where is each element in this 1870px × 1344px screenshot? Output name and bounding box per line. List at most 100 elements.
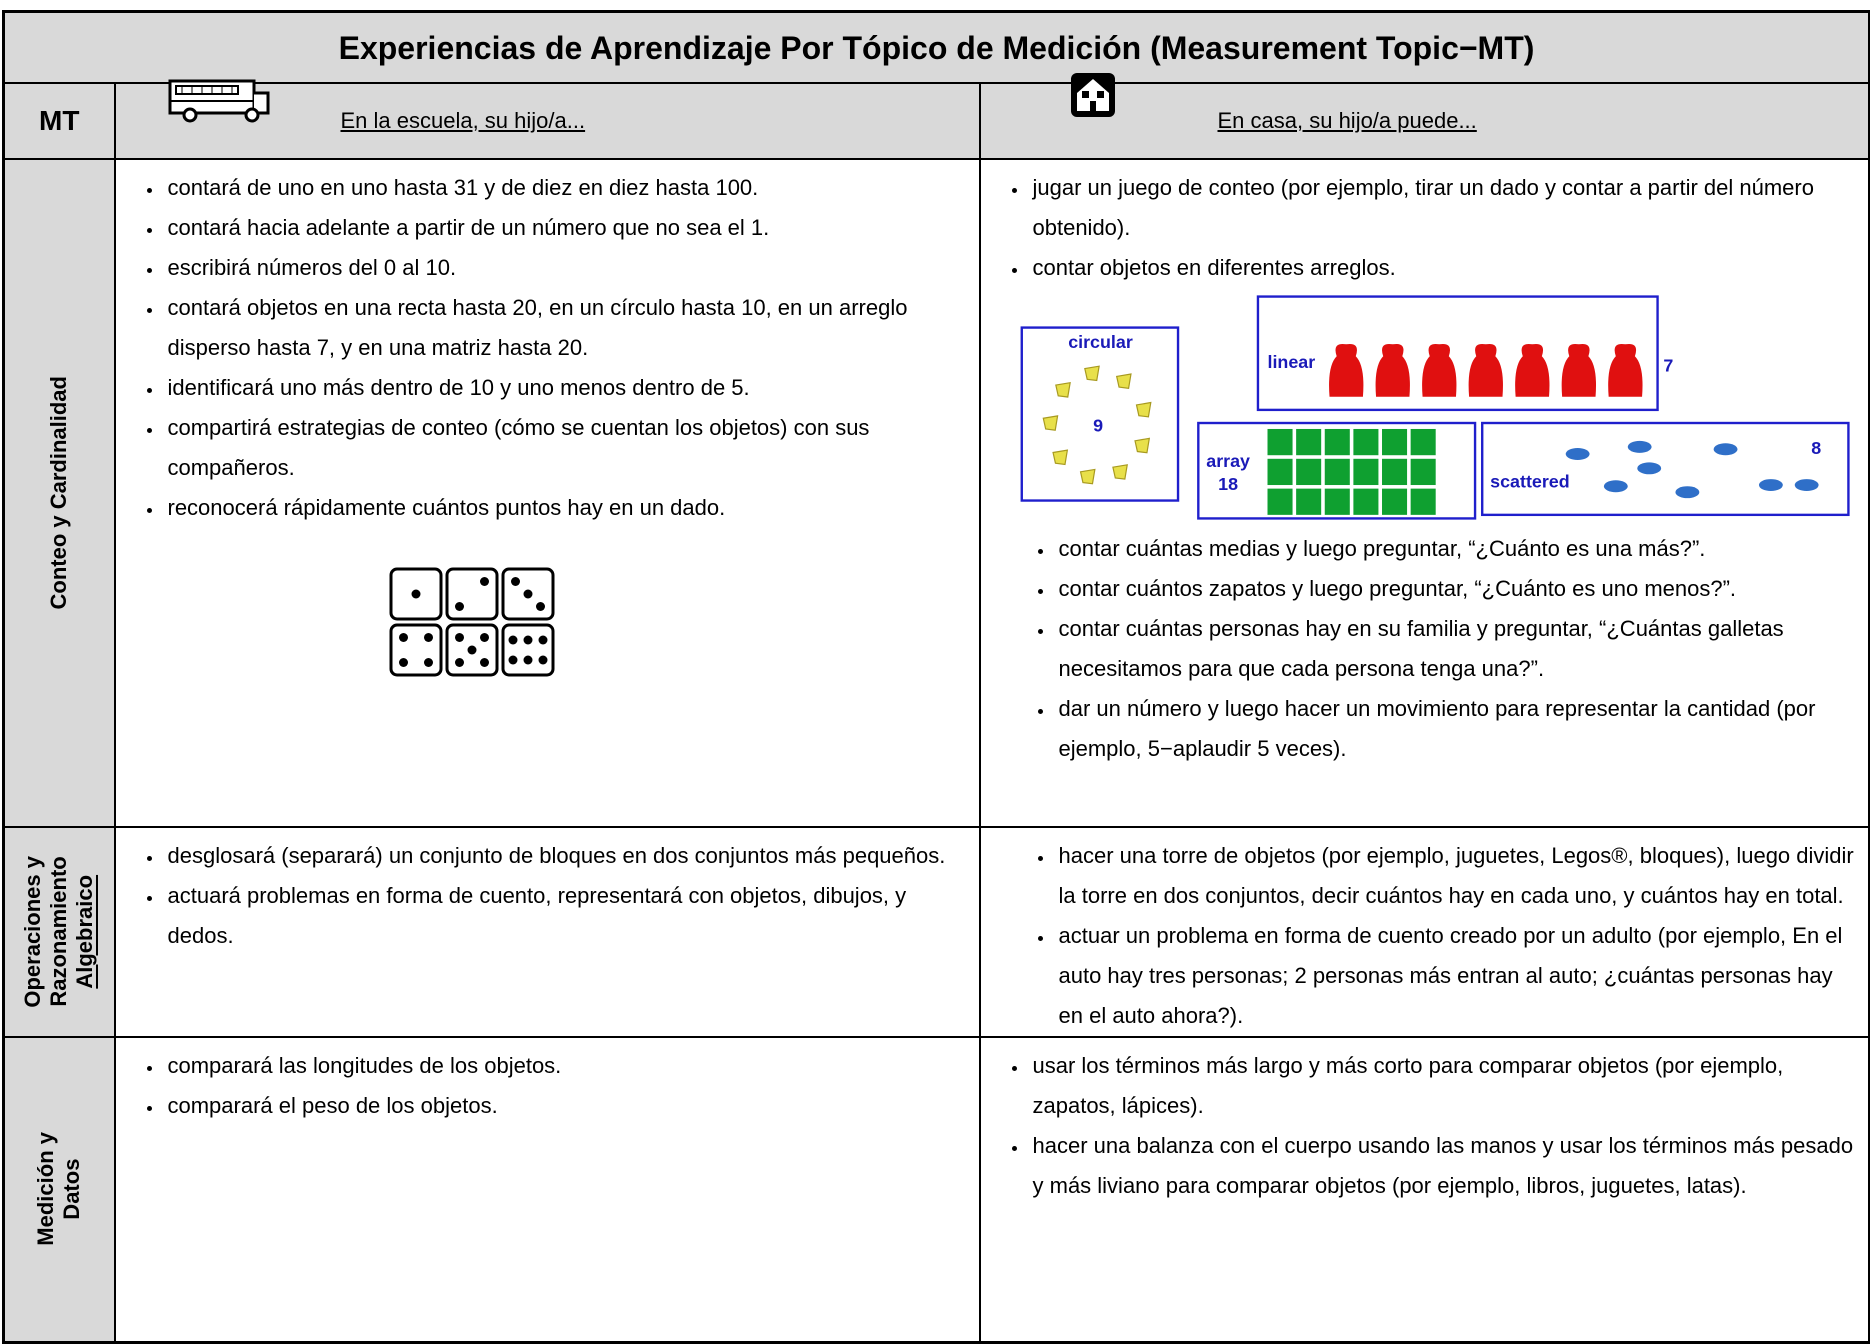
home-item: contar cuántos zapatos y luego preguntar… (1055, 569, 1859, 609)
home-cell: hacer una torre de objetos (por ejemplo,… (978, 826, 1870, 1038)
figure-object (1381, 458, 1407, 486)
figure-object (1328, 343, 1363, 397)
figure-object (1758, 479, 1783, 491)
figure-object (1324, 458, 1350, 486)
figure-object (1561, 343, 1596, 397)
figure-object (1054, 381, 1071, 398)
figure-box (1480, 421, 1850, 517)
school-item: identificará uno más dentro de 10 y uno … (164, 368, 969, 408)
figure-object (1051, 449, 1068, 466)
figure-object (1324, 488, 1350, 515)
figure-object (1352, 428, 1378, 456)
die-pip (398, 633, 408, 642)
figure-object (1381, 428, 1407, 456)
topic-table: Experiencias de Aprendizaje Por Tópico d… (2, 10, 1870, 1344)
die-pip (479, 633, 489, 642)
figure-label: linear (1267, 352, 1315, 372)
row-label: Medición y Datos (2, 1036, 116, 1343)
die-pip (479, 577, 489, 586)
house-icon (1070, 73, 1115, 117)
home-item: jugar un juego de conteo (por ejemplo, t… (1029, 168, 1859, 248)
bus-icon (168, 79, 269, 123)
home-cell: jugar un juego de conteo (por ejemplo, t… (978, 158, 1870, 828)
row-label-line: Algebraico (72, 875, 98, 989)
home-item: contar cuántas medias y luego preguntar,… (1055, 529, 1859, 569)
figure-object (1352, 458, 1378, 486)
figure-label: 7 (1663, 356, 1673, 376)
figure-object (1115, 373, 1132, 389)
school-item: compartirá estrategias de conteo (cómo s… (164, 408, 969, 488)
die-pip (510, 577, 520, 586)
die-pip (538, 635, 547, 645)
school-item: contará objetos en una recta hasta 20, e… (164, 288, 969, 368)
figure-object (1375, 343, 1410, 397)
figure-object (1295, 428, 1321, 456)
figure-object (1565, 448, 1590, 460)
figure-object (1607, 343, 1643, 397)
row-label: Conteo y Cardinalidad (2, 158, 116, 828)
table-title: Experiencias de Aprendizaje Por Tópico d… (2, 10, 1870, 84)
home-item: hacer una balanza con el cuerpo usando l… (1029, 1126, 1859, 1206)
die-pip (479, 658, 489, 667)
school-item: reconocerá rápidamente cuántos puntos ha… (164, 488, 969, 528)
die-pip (454, 633, 464, 642)
figure-label: circular (1068, 332, 1133, 352)
die (389, 623, 442, 677)
row-label-line: Razonamiento (46, 856, 72, 1008)
figure-object (1794, 479, 1819, 491)
die-pip (523, 635, 532, 645)
die-pip (454, 658, 464, 667)
figure-object (1042, 415, 1058, 431)
home-item: contar objetos en diferentes arreglos. (1029, 248, 1859, 288)
dice-image (389, 567, 554, 677)
school-cell: contará de uno en uno hasta 31 y de diez… (113, 158, 981, 828)
die-pip (538, 655, 547, 665)
home-item: usar los términos más largo y más corto … (1029, 1046, 1859, 1126)
school-item: comparará el peso de los objetos. (164, 1086, 969, 1126)
school-item: desglosará (separará) un conjunto de blo… (164, 836, 969, 876)
school-item: contará de uno en uno hasta 31 y de diez… (164, 168, 969, 208)
die-pip (508, 655, 517, 665)
die (501, 623, 554, 677)
figure-label: scattered (1490, 471, 1570, 491)
figure-box (1256, 295, 1659, 412)
figure-object (1421, 343, 1456, 397)
figure-object (1674, 486, 1699, 499)
die-pip (523, 655, 532, 665)
school-item: comparará las longitudes de los objetos. (164, 1046, 969, 1086)
figure-object (1324, 428, 1350, 456)
figure-label: 9 (1093, 415, 1103, 435)
row-label-line: Operaciones y (20, 856, 46, 1008)
figure-object (1410, 488, 1436, 515)
die-pip (508, 635, 517, 645)
school-item: escribirá números del 0 al 10. (164, 248, 969, 288)
figure-object (1083, 365, 1100, 382)
figure-object (1410, 428, 1436, 456)
die-pip (398, 658, 408, 667)
school-cell: desglosará (separará) un conjunto de blo… (113, 826, 981, 1038)
school-header-text: En la escuela, su hijo/a... (340, 108, 586, 133)
home-item: contar cuántas personas hay en su famili… (1055, 609, 1859, 689)
figure-object (1603, 480, 1628, 493)
figure-object (1267, 428, 1293, 456)
figure-object (1133, 437, 1150, 454)
figure-object (1381, 488, 1407, 515)
figure-label: array (1206, 451, 1250, 471)
figure-object (1295, 458, 1321, 486)
die-pip (454, 602, 464, 611)
figure-object (1111, 464, 1128, 480)
figure-object (1468, 343, 1503, 397)
row-label-line: Datos (59, 1158, 85, 1220)
school-item: actuará problemas en forma de cuento, re… (164, 876, 969, 956)
home-cell: usar los términos más largo y más corto … (978, 1036, 1870, 1343)
row-label: Operaciones y Razonamiento Algebraico (2, 826, 116, 1038)
figure-label: 18 (1218, 474, 1238, 494)
figure-object (1267, 458, 1293, 486)
school-header: En la escuela, su hijo/a... (113, 79, 981, 160)
school-item: contará hacia adelante a partir de un nú… (164, 208, 969, 248)
figure-object (1514, 343, 1549, 397)
die-pip (411, 589, 420, 599)
die (445, 567, 498, 621)
home-header: En casa, su hijo/a puede... (978, 73, 1870, 160)
